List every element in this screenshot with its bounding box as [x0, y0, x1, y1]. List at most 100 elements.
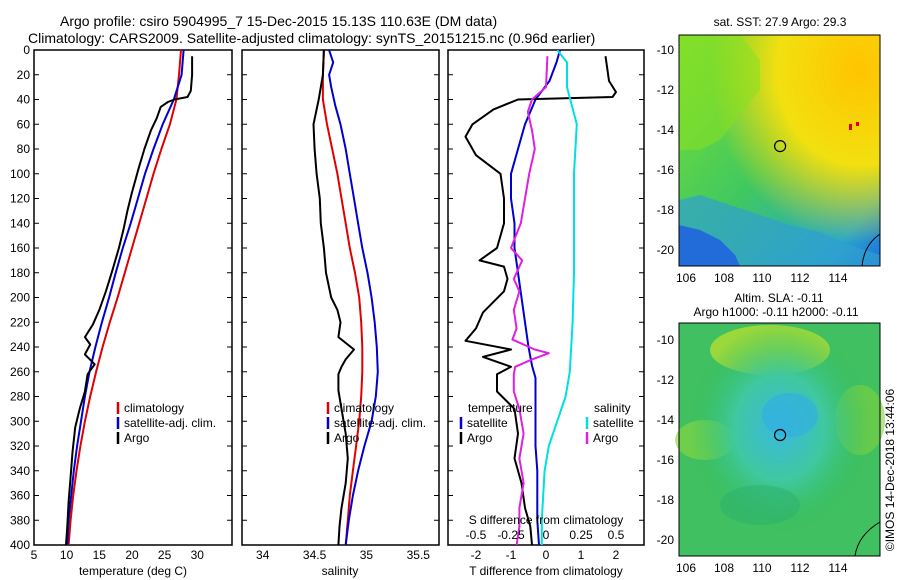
- sla-lowest-region: [762, 393, 818, 437]
- sst-map-frame: [678, 34, 881, 267]
- depth-tick-label: 20: [17, 68, 31, 82]
- tick-label: 20: [125, 548, 139, 562]
- depth-tick-label: 300: [10, 414, 30, 428]
- tick-label: 112: [790, 561, 809, 575]
- temperature-legend: climatology satellite-adj. clim. Argo: [116, 401, 216, 445]
- legend-label: Argo: [124, 431, 150, 445]
- tick-label: 25: [158, 548, 172, 562]
- depth-tick-label: 160: [10, 241, 30, 255]
- coastline: [854, 521, 881, 557]
- tick-label: 108: [714, 561, 734, 575]
- depth-tick-label: 200: [10, 291, 30, 305]
- s-difference-label: S difference from climatology: [469, 513, 624, 527]
- tick-label: 0: [543, 528, 550, 542]
- tick-label: -1: [506, 548, 517, 562]
- series-line-salinity-argo: [510, 56, 550, 545]
- sla-map-title: Altim. SLA: -0.11: [734, 291, 823, 305]
- tick-label: 15: [93, 548, 107, 562]
- series-line-temperature-argo: [464, 56, 617, 545]
- tick-label: 110: [752, 271, 771, 285]
- argo-position-marker: [773, 428, 787, 442]
- legend-label: climatology: [124, 401, 184, 415]
- depth-tick-label: 220: [10, 315, 30, 329]
- legend-label: satellite: [593, 416, 634, 430]
- sst-hot-pixel: [856, 122, 859, 126]
- sst-cold-region: [679, 195, 880, 266]
- depth-tick-label: 340: [10, 464, 30, 478]
- tick-label: -16: [657, 453, 675, 467]
- legend-title: salinity: [594, 401, 631, 415]
- tick-label: -10: [657, 333, 675, 347]
- tick-label: -14: [657, 123, 675, 137]
- legend-label: climatology: [334, 401, 394, 415]
- legend-label: satellite: [467, 416, 508, 430]
- salinity-legend: climatology satellite-adj. clim. Argo: [326, 401, 426, 445]
- sst-hot-pixel: [849, 124, 852, 130]
- difference-legend-salinity: salinity satellite Argo: [585, 401, 634, 445]
- salinity-x-ticks: 34 34.5 35 35.5: [256, 548, 430, 562]
- tick-label: -16: [657, 163, 675, 177]
- depth-tick-label: 120: [10, 192, 30, 206]
- tick-label: 114: [828, 271, 847, 285]
- tick-label: 34: [256, 548, 270, 562]
- argo-position-marker: [773, 140, 787, 153]
- depth-tick-label: 280: [10, 390, 30, 404]
- tick-label: -12: [657, 373, 675, 387]
- depth-tick-label: 0: [23, 43, 30, 57]
- legend-label: Argo: [334, 431, 360, 445]
- sst-coldest-region: [679, 225, 740, 266]
- profile-lines: [65, 50, 617, 545]
- legend-label: Argo: [593, 431, 619, 445]
- sla-map-ticks: 106 108 110 112 114 -10 -12 -14 -16 -18 …: [657, 333, 848, 575]
- temperature-panel: [33, 49, 233, 546]
- tick-label: 34.5: [303, 548, 327, 562]
- depth-tick-label: 260: [10, 365, 30, 379]
- series-line-climatology: [321, 50, 364, 545]
- difference-x-label: T difference from climatology: [469, 564, 623, 578]
- depth-tick-label: 320: [10, 439, 30, 453]
- sla-map-subtitle: Argo h1000: -0.11 h2000: -0.11: [693, 305, 858, 319]
- series-line-satellite-adj-clim-: [66, 50, 185, 545]
- sst-map-ticks: 106 108 110 112 114 -10 -12 -14 -16 -18 …: [657, 43, 848, 285]
- imos-watermark: ©IMOS 14-Dec-2018 13:44:06: [883, 389, 897, 552]
- sla-low-region: [720, 485, 800, 525]
- tick-label: 35.5: [407, 548, 431, 562]
- tick-label: -12: [657, 83, 675, 97]
- tick-label: -10: [657, 43, 675, 57]
- tick-label: -18: [657, 493, 675, 507]
- depth-tick-label: 80: [17, 142, 31, 156]
- tick-label: 106: [676, 271, 696, 285]
- depth-tick-label: 360: [10, 489, 30, 503]
- legend-label: satellite-adj. clim.: [124, 416, 216, 430]
- figure-title-line1: Argo profile: csiro 5904995_7 15-Dec-201…: [60, 13, 497, 29]
- depth-tick-label: 40: [17, 93, 31, 107]
- series-line-argo: [65, 56, 194, 545]
- tick-label: -0.5: [466, 528, 487, 542]
- depth-tick-label: 240: [10, 340, 30, 354]
- difference-panel: [447, 49, 645, 546]
- series-line-argo: [312, 50, 355, 545]
- tick-label: -2: [471, 548, 482, 562]
- depth-tick-label: 380: [10, 513, 30, 527]
- legend-title: temperature: [468, 401, 533, 415]
- tick-label: 110: [752, 561, 771, 575]
- sla-map-frame: [678, 322, 881, 557]
- legend-label: Argo: [467, 431, 493, 445]
- tick-marks: [34, 49, 644, 546]
- coastline: [861, 233, 881, 267]
- tick-label: 2: [613, 548, 620, 562]
- sst-cool-region: [679, 35, 760, 150]
- depth-tick-label: 100: [10, 167, 30, 181]
- tick-label: 30: [191, 548, 205, 562]
- tick-label: 112: [790, 271, 809, 285]
- series-line-climatology: [67, 50, 182, 545]
- depth-tick-label: 180: [10, 266, 30, 280]
- tick-label: 0: [543, 548, 550, 562]
- tick-label: 5: [31, 548, 38, 562]
- tick-label: -20: [657, 533, 675, 547]
- temperature-x-ticks: 5 10 15 20 25 30: [31, 548, 205, 562]
- depth-axis: 0 20 40 60 80 100 120 140 160 180 200 220 240 260 280 3…: [10, 43, 30, 552]
- sla-map: [675, 322, 885, 557]
- tick-label: 108: [714, 271, 734, 285]
